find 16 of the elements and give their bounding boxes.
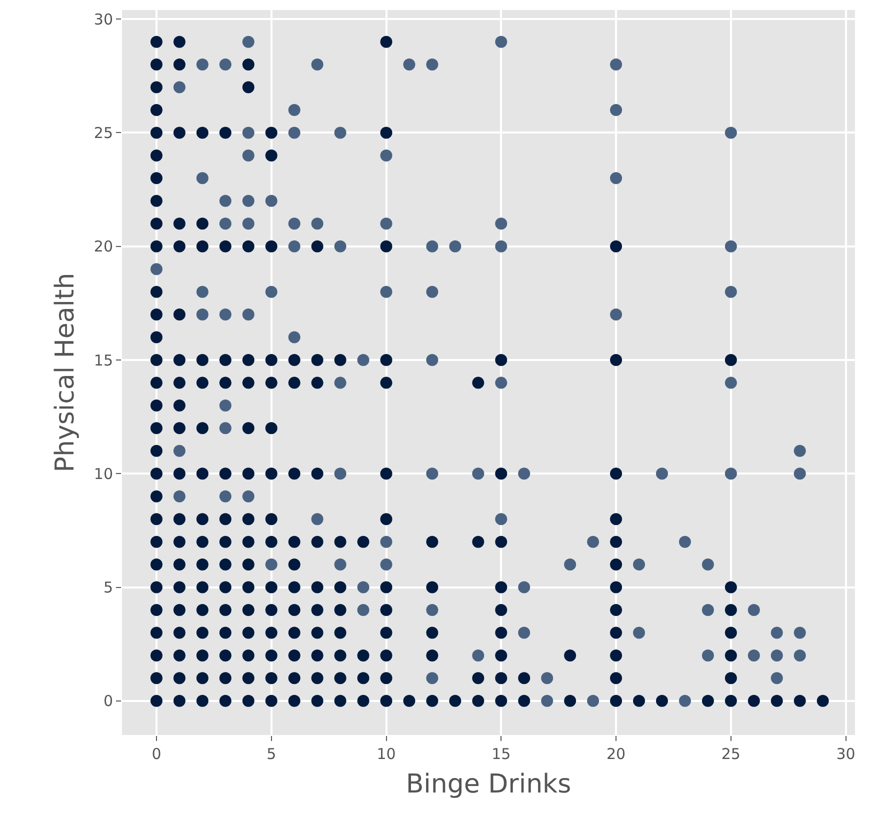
y-tick-label: 5	[103, 578, 113, 597]
x-tick-label: 15	[492, 745, 511, 763]
y-tick-label: 15	[94, 351, 113, 370]
x-tick-label: 20	[606, 745, 626, 763]
x-tick-label: 30	[836, 745, 856, 763]
y-axis-title: Physical Health	[50, 272, 80, 472]
y-tick-label: 25	[94, 124, 113, 142]
y-tick-label: 20	[94, 238, 113, 256]
x-tick-label: 10	[376, 745, 396, 763]
x-tick-label: 0	[152, 745, 162, 763]
x-tick-label: 5	[266, 745, 276, 763]
x-tick-label: 25	[721, 745, 740, 763]
y-tick-label: 10	[94, 464, 113, 483]
x-axis-title: Binge Drinks	[406, 770, 572, 800]
y-tick-label: 0	[103, 692, 113, 710]
y-tick-label: 30	[94, 10, 113, 28]
